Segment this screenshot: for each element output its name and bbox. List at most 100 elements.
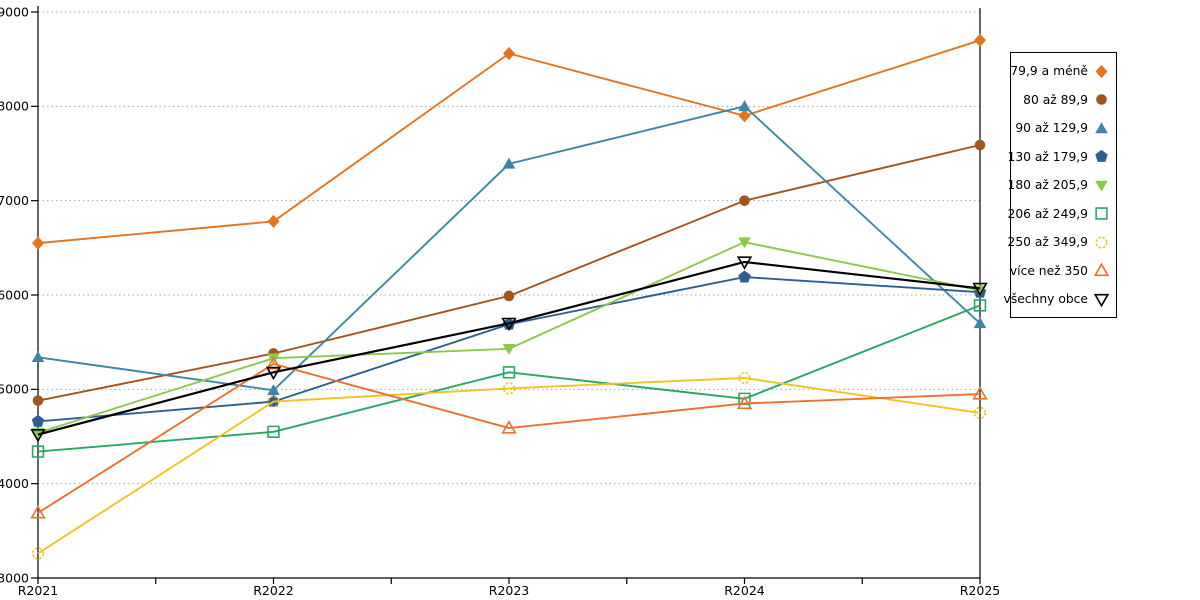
data-point-marker: [974, 33, 986, 47]
series-6: [31, 299, 987, 458]
data-point-marker: [736, 395, 753, 410]
series-line: [37, 260, 981, 436]
series-line: [37, 304, 981, 453]
triangle-up-legend-icon: [1095, 121, 1108, 133]
data-point-marker: [32, 395, 44, 406]
square-legend-icon: [1095, 207, 1108, 220]
data-point-marker: [736, 256, 753, 270]
data-point-marker: [32, 236, 44, 250]
diamond-legend-icon: [1095, 64, 1108, 78]
data-point-marker: [1095, 149, 1108, 162]
data-point-marker: [267, 214, 280, 229]
data-point-marker: [972, 386, 988, 400]
x-tick-label: R2023: [489, 583, 530, 598]
legend-label: 130 až 179,9: [1007, 149, 1088, 164]
y-tick-label: 5000: [0, 382, 29, 397]
legend-label: 80 až 89,9: [1023, 92, 1088, 107]
series-9: [30, 256, 988, 443]
series-line: [37, 377, 981, 555]
series-1: [32, 33, 986, 250]
series-7: [31, 371, 987, 560]
legend-item-7: 250 až 349,9: [1007, 235, 1116, 249]
legend-item-6: 206 až 249,9: [1007, 206, 1116, 221]
legend-label: 79,9 a méně: [1010, 64, 1088, 78]
data-point-marker: [1094, 293, 1109, 307]
data-point-marker: [502, 157, 516, 169]
circle-legend-icon: [1095, 235, 1108, 249]
data-point-marker: [31, 414, 45, 427]
y-tick-label: 6000: [0, 287, 29, 302]
legend-item-3: 90 až 129,9: [1011, 121, 1116, 135]
data-point-marker: [30, 429, 46, 443]
legend-label: 250 až 349,9: [1007, 235, 1088, 249]
y-tick-label: 4000: [0, 476, 29, 491]
data-point-marker: [1096, 94, 1107, 105]
data-point-marker: [738, 371, 751, 385]
triangle-down-legend-icon: [1095, 180, 1108, 192]
legend-item-4: 130 až 179,9: [1007, 149, 1116, 164]
data-point-marker: [1095, 207, 1108, 220]
data-point-marker: [1095, 121, 1108, 133]
series-3: [31, 100, 987, 396]
triangle-up-legend-icon: [1094, 263, 1109, 277]
series-8: [30, 356, 988, 519]
data-point-marker: [30, 505, 46, 519]
data-point-marker: [503, 46, 515, 61]
x-tick-label: R2021: [18, 583, 59, 598]
circle-legend-icon: [1096, 94, 1107, 105]
pentagon-legend-icon: [1095, 149, 1108, 162]
data-point-marker: [267, 384, 280, 396]
data-point-marker: [267, 425, 280, 438]
data-point-marker: [31, 351, 45, 363]
y-tick-label: 8000: [0, 99, 29, 114]
data-point-marker: [739, 195, 750, 206]
data-point-marker: [974, 139, 986, 151]
series-5: [31, 237, 987, 439]
data-point-marker: [31, 547, 45, 560]
x-tick-label: R2022: [253, 583, 294, 598]
data-point-marker: [1094, 263, 1109, 277]
data-point-marker: [503, 290, 515, 302]
data-point-marker: [267, 395, 280, 408]
data-point-marker: [738, 109, 751, 123]
data-point-marker: [265, 366, 282, 381]
legend-label: 90 až 129,9: [1015, 121, 1088, 135]
series-2: [32, 139, 986, 406]
triangle-down-legend-icon: [1094, 293, 1109, 307]
legend-label: více než 350: [1009, 263, 1088, 278]
legend-item-1: 79,9 a méně: [1010, 64, 1116, 78]
data-point-marker: [1095, 180, 1108, 192]
data-point-marker: [502, 343, 516, 355]
legend-label: 180 až 205,9: [1007, 178, 1088, 192]
legend-item-8: více než 350: [1009, 263, 1116, 278]
data-point-marker: [738, 237, 751, 249]
legend-label: 206 až 249,9: [1007, 206, 1088, 221]
legend-item-9: všechny obce: [1004, 292, 1116, 307]
data-point-marker: [738, 270, 751, 283]
legend-item-2: 80 až 89,9: [1011, 93, 1116, 107]
data-point-marker: [973, 406, 987, 420]
y-tick-label: 3000: [0, 570, 29, 585]
y-tick-label: 9000: [0, 4, 29, 19]
x-tick-label: R2024: [724, 583, 765, 598]
data-point-marker: [31, 445, 45, 458]
data-point-marker: [1095, 235, 1108, 249]
legend-item-5: 180 až 205,9: [1007, 178, 1116, 192]
x-tick-label: R2025: [960, 583, 1001, 598]
data-point-marker: [972, 282, 988, 297]
series-line: [37, 362, 981, 514]
data-point-marker: [973, 299, 987, 312]
data-point-marker: [501, 420, 517, 434]
data-point-marker: [502, 382, 516, 395]
data-point-marker: [502, 366, 516, 379]
data-point-marker: [31, 427, 45, 439]
data-point-marker: [265, 356, 282, 370]
data-point-marker: [501, 317, 517, 332]
y-tick-label: 7000: [0, 193, 29, 208]
legend: 79,9 a méně 80 až 89,9 90 až 129,9 130 až 1…: [1004, 52, 1117, 318]
series-line: [37, 39, 981, 245]
series-line: [37, 241, 981, 434]
data-point-marker: [973, 317, 987, 329]
